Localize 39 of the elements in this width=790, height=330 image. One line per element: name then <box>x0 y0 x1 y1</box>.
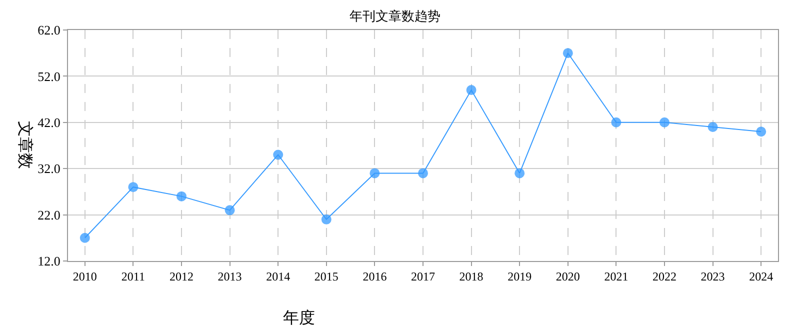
x-tick-label: 2019 <box>508 269 532 284</box>
x-tick-label: 2011 <box>121 269 145 284</box>
y-tick-label: 52.0 <box>38 68 60 84</box>
y-tick-label: 12.0 <box>38 254 60 269</box>
point <box>708 122 718 132</box>
x-tick-label: 2010 <box>72 269 97 284</box>
point <box>418 168 428 178</box>
point <box>224 205 235 216</box>
point <box>611 117 622 128</box>
y-tick-label: 22.0 <box>38 207 60 222</box>
x-tick-label: 2024 <box>749 269 774 284</box>
chart-title: 年刊文章数趋势 <box>350 8 440 24</box>
point <box>562 48 573 58</box>
y-tick-label: 42.0 <box>38 114 60 130</box>
x-tick-label: 2021 <box>604 269 628 284</box>
point <box>176 191 186 202</box>
x-tick-label: 2013 <box>218 269 242 284</box>
x-tick-label: 2020 <box>556 269 580 284</box>
y-tick-label: 62.0 <box>38 22 60 38</box>
point <box>80 232 90 243</box>
x-axis-title: 年度 <box>283 309 315 327</box>
x-tick-label: 2018 <box>459 269 484 284</box>
point <box>370 168 380 178</box>
y-axis-title: 文章数 <box>16 121 34 170</box>
point <box>128 182 138 192</box>
point <box>660 117 670 128</box>
x-tick-label: 2012 <box>170 269 194 284</box>
point <box>514 168 525 178</box>
point <box>273 150 284 160</box>
point <box>466 85 476 96</box>
x-tick-label: 2015 <box>314 269 338 284</box>
y-tick-label: 32.0 <box>38 161 60 176</box>
x-tick-label: 2014 <box>266 269 290 284</box>
point <box>756 126 766 137</box>
x-tick-label: 2017 <box>411 269 435 284</box>
x-tick-label: 2016 <box>362 269 387 284</box>
x-tick-label: 2023 <box>700 269 725 284</box>
point <box>321 214 332 224</box>
x-tick-label: 2022 <box>652 269 676 284</box>
